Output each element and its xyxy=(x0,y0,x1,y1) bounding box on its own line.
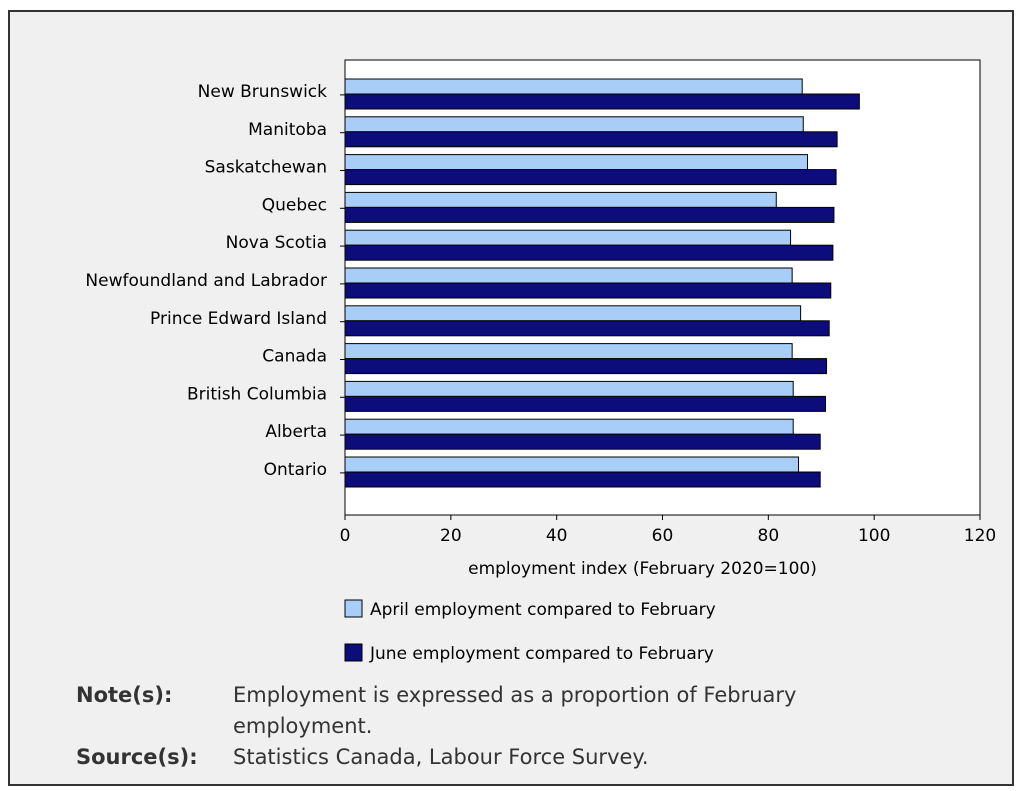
x-tick-label: 20 xyxy=(440,526,462,546)
category-label: Ontario xyxy=(264,460,327,480)
bar-june xyxy=(344,244,834,261)
x-tick-label: 40 xyxy=(546,526,568,546)
bar-april xyxy=(344,154,808,171)
x-tick-label: 60 xyxy=(652,526,674,546)
legend-swatch xyxy=(344,599,363,618)
category-label: Newfoundland and Labrador xyxy=(85,271,327,291)
bar-june xyxy=(344,320,830,337)
bar-april xyxy=(344,191,777,208)
x-tick-label: 0 xyxy=(340,526,351,546)
category-label: Prince Edward Island xyxy=(150,309,327,329)
bar-april xyxy=(344,418,794,435)
source-label: Source(s): xyxy=(76,745,198,769)
bar-june xyxy=(344,395,826,412)
bar-chart: New Brunswick Manitoba Saskatchewan Quebec N… xyxy=(85,59,996,664)
x-axis-title: employment index (February 2020=100) xyxy=(468,559,817,579)
category-label: Alberta xyxy=(265,422,327,442)
category-label: Manitoba xyxy=(248,120,327,140)
bar-april xyxy=(344,78,803,95)
bar-april xyxy=(344,267,793,284)
chart-figure: New Brunswick Manitoba Saskatchewan Quebec N… xyxy=(8,10,1014,786)
note-text: Employment is expressed as a proportion … xyxy=(233,683,797,738)
legend-swatch xyxy=(344,643,363,662)
bar-june xyxy=(344,358,828,375)
legend-label: June employment compared to February xyxy=(369,644,714,664)
bar-april xyxy=(344,305,802,322)
bar-april xyxy=(344,229,792,246)
source-row: Source(s): Statistics Canada, Labour For… xyxy=(76,742,976,773)
bar-april xyxy=(344,456,799,473)
footnotes: Note(s): Employment is expressed as a pr… xyxy=(76,680,976,773)
bar-april xyxy=(344,380,794,397)
bar-june xyxy=(344,93,860,110)
category-label: British Columbia xyxy=(187,384,327,404)
note-label: Note(s): xyxy=(76,683,173,707)
category-label: New Brunswick xyxy=(198,82,328,102)
category-label: Quebec xyxy=(262,195,327,215)
note-row: Note(s): Employment is expressed as a pr… xyxy=(76,680,976,742)
category-label: Saskatchewan xyxy=(205,158,327,178)
bar-june xyxy=(344,433,821,450)
bar-june xyxy=(344,131,838,148)
category-label: Nova Scotia xyxy=(226,233,327,253)
bar-april xyxy=(344,343,793,360)
source-text: Statistics Canada, Labour Force Survey. xyxy=(233,745,649,769)
bar-june xyxy=(344,282,832,299)
x-tick-label: 100 xyxy=(858,526,890,546)
x-tick-label: 120 xyxy=(964,526,996,546)
x-tick-label: 80 xyxy=(758,526,780,546)
category-label: Canada xyxy=(262,347,327,367)
bar-june xyxy=(344,471,821,488)
bar-june xyxy=(344,206,835,223)
bar-april xyxy=(344,116,804,133)
legend-label: April employment compared to February xyxy=(370,600,716,620)
bar-june xyxy=(344,169,837,186)
